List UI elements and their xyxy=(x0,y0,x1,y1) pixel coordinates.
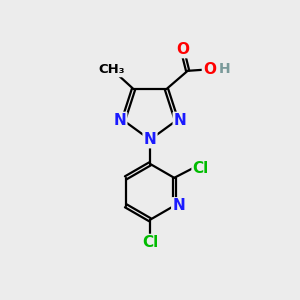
Text: O: O xyxy=(176,42,189,57)
Text: N: N xyxy=(144,132,156,147)
Text: H: H xyxy=(219,62,231,76)
Text: Cl: Cl xyxy=(193,161,209,176)
Text: CH₃: CH₃ xyxy=(99,63,125,76)
Text: Cl: Cl xyxy=(142,235,158,250)
Text: N: N xyxy=(113,113,126,128)
Text: N: N xyxy=(174,113,187,128)
Text: N: N xyxy=(172,198,185,213)
Text: O: O xyxy=(203,62,216,77)
